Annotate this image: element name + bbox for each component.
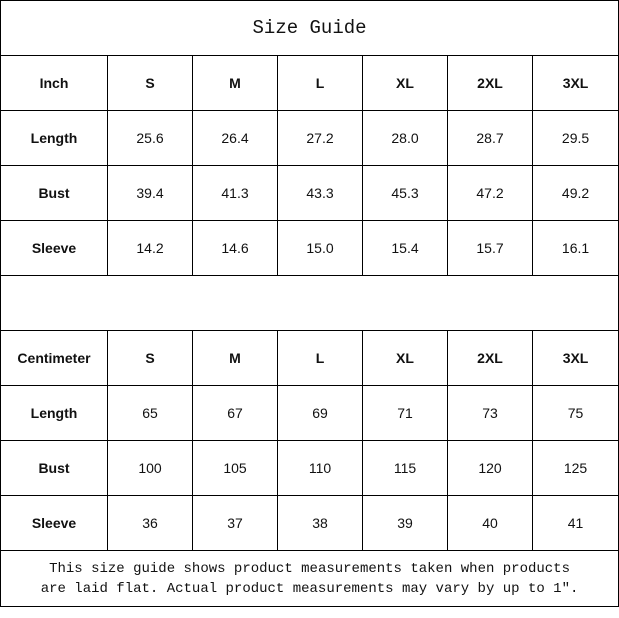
measurement-cell: 65 xyxy=(107,385,193,441)
table-row: Length 65 67 69 71 73 75 xyxy=(0,385,619,441)
size-header: M xyxy=(192,330,278,386)
measurement-cell: 15.0 xyxy=(277,220,363,276)
footnote: This size guide shows product measuremen… xyxy=(0,550,619,607)
size-header: XL xyxy=(362,330,448,386)
size-header: S xyxy=(107,55,193,111)
footnote-line-2: are laid flat. Actual product measuremen… xyxy=(40,580,579,597)
footnote-line-1: This size guide shows product measuremen… xyxy=(49,560,570,577)
page-title: Size Guide xyxy=(0,0,619,56)
size-header: 3XL xyxy=(531,330,619,386)
size-header: S xyxy=(107,330,193,386)
size-header: 3XL xyxy=(531,55,619,111)
measurement-cell: 49.2 xyxy=(531,165,619,221)
size-header: L xyxy=(277,330,363,386)
measurement-cell: 40 xyxy=(447,495,533,551)
measurement-cell: 47.2 xyxy=(447,165,533,221)
row-label: Bust xyxy=(0,440,108,496)
measurement-cell: 29.5 xyxy=(531,110,619,166)
spacer-row xyxy=(0,275,619,331)
row-label: Sleeve xyxy=(0,495,108,551)
table-row: Bust 100 105 110 115 120 125 xyxy=(0,440,619,496)
measurement-cell: 41 xyxy=(531,495,619,551)
measurement-cell: 75 xyxy=(531,385,619,441)
measurement-cell: 41.3 xyxy=(192,165,278,221)
row-label: Bust xyxy=(0,165,108,221)
row-label: Length xyxy=(0,385,108,441)
unit-header: Inch xyxy=(0,55,108,111)
measurement-cell: 45.3 xyxy=(362,165,448,221)
measurement-cell: 27.2 xyxy=(277,110,363,166)
measurement-cell: 67 xyxy=(192,385,278,441)
table-row: Length 25.6 26.4 27.2 28.0 28.7 29.5 xyxy=(0,110,619,166)
measurement-cell: 25.6 xyxy=(107,110,193,166)
measurement-cell: 125 xyxy=(531,440,619,496)
measurement-cell: 71 xyxy=(362,385,448,441)
measurement-cell: 37 xyxy=(192,495,278,551)
table-row: Bust 39.4 41.3 43.3 45.3 47.2 49.2 xyxy=(0,165,619,221)
measurement-cell: 73 xyxy=(447,385,533,441)
measurement-cell: 15.7 xyxy=(447,220,533,276)
row-label: Sleeve xyxy=(0,220,108,276)
size-header: XL xyxy=(362,55,448,111)
measurement-cell: 14.6 xyxy=(192,220,278,276)
size-header: 2XL xyxy=(447,55,533,111)
centimeter-header-row: Centimeter S M L XL 2XL 3XL xyxy=(0,330,619,386)
size-header: M xyxy=(192,55,278,111)
note-row: This size guide shows product measuremen… xyxy=(0,550,619,607)
measurement-cell: 38 xyxy=(277,495,363,551)
size-header: L xyxy=(277,55,363,111)
measurement-cell: 36 xyxy=(107,495,193,551)
measurement-cell: 110 xyxy=(277,440,363,496)
measurement-cell: 26.4 xyxy=(192,110,278,166)
measurement-cell: 15.4 xyxy=(362,220,448,276)
measurement-cell: 14.2 xyxy=(107,220,193,276)
inch-header-row: Inch S M L XL 2XL 3XL xyxy=(0,55,619,111)
measurement-cell: 115 xyxy=(362,440,448,496)
measurement-cell: 43.3 xyxy=(277,165,363,221)
measurement-cell: 120 xyxy=(447,440,533,496)
table-row: Sleeve 14.2 14.6 15.0 15.4 15.7 16.1 xyxy=(0,220,619,276)
size-header: 2XL xyxy=(447,330,533,386)
measurement-cell: 16.1 xyxy=(531,220,619,276)
spacer-cell xyxy=(0,275,619,331)
measurement-cell: 105 xyxy=(192,440,278,496)
measurement-cell: 39 xyxy=(362,495,448,551)
measurement-cell: 39.4 xyxy=(107,165,193,221)
row-label: Length xyxy=(0,110,108,166)
table-row: Sleeve 36 37 38 39 40 41 xyxy=(0,495,619,551)
measurement-cell: 100 xyxy=(107,440,193,496)
measurement-cell: 69 xyxy=(277,385,363,441)
measurement-cell: 28.0 xyxy=(362,110,448,166)
measurement-cell: 28.7 xyxy=(447,110,533,166)
unit-header: Centimeter xyxy=(0,330,108,386)
